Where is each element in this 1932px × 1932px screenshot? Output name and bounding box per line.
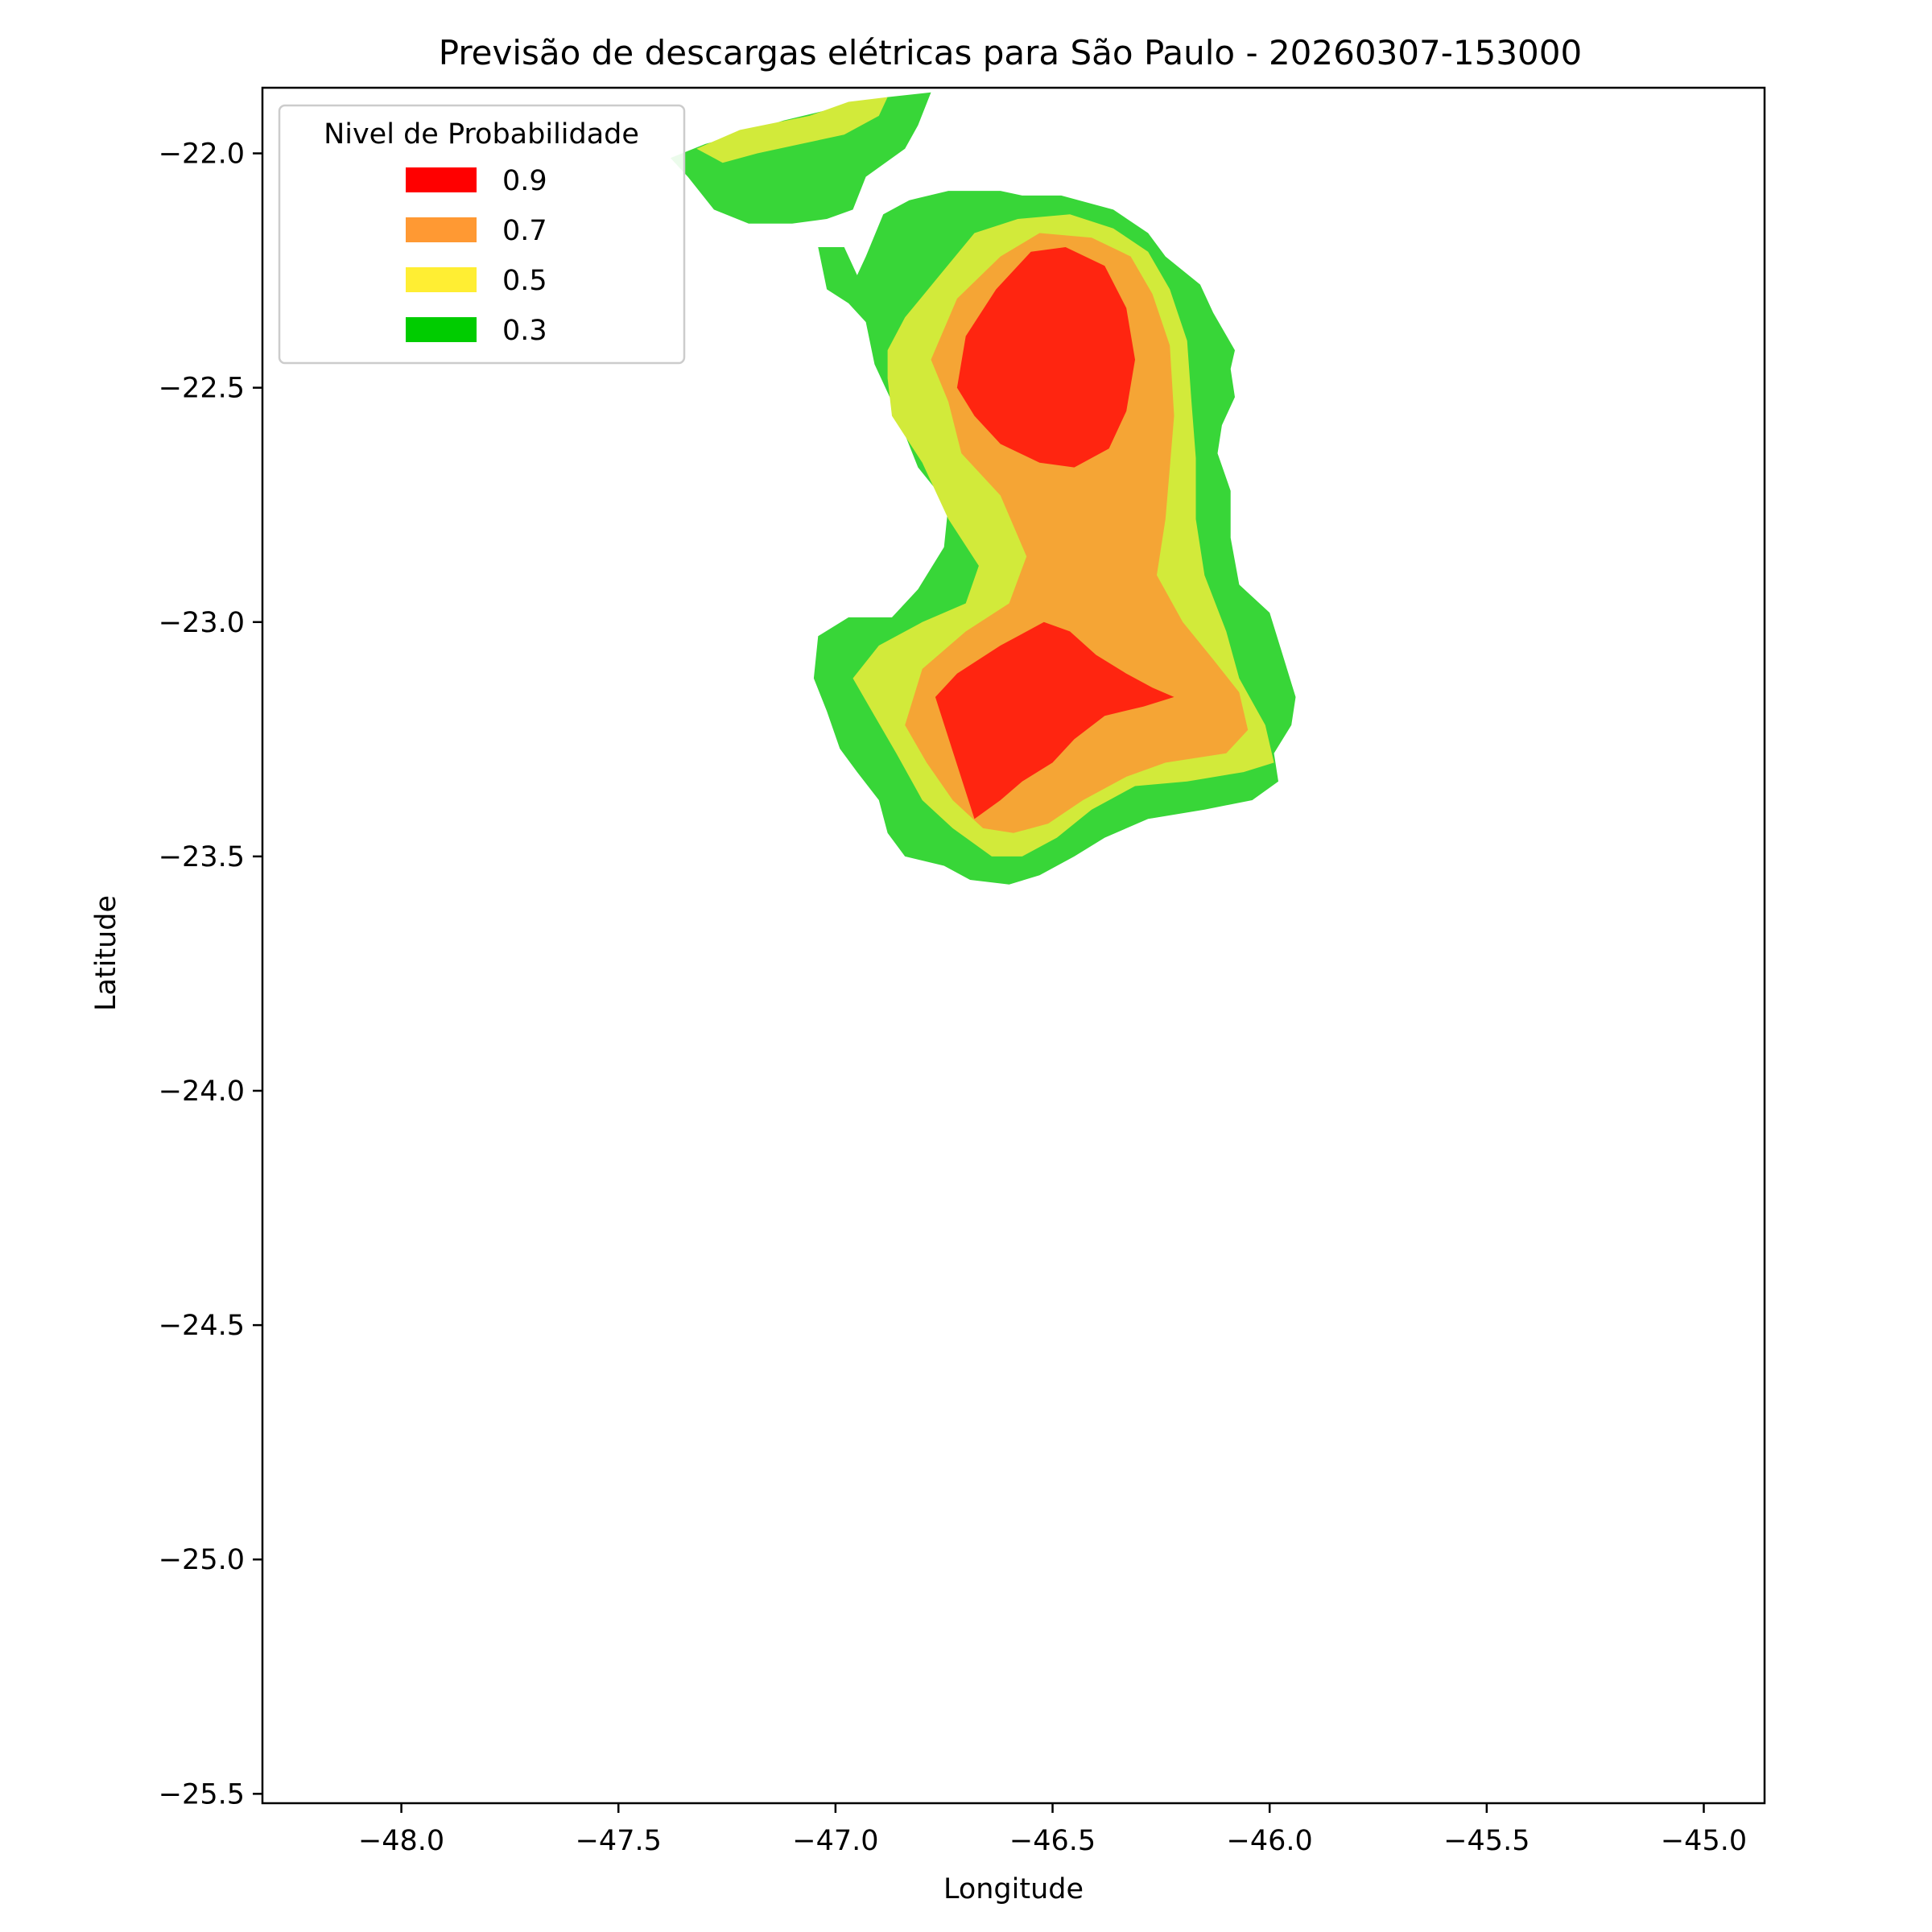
legend-label: 0.3: [502, 315, 547, 347]
y-tick-label: −24.0: [159, 1075, 245, 1108]
y-tick-label: −25.5: [159, 1778, 245, 1810]
y-tick-label: −25.0: [159, 1544, 245, 1576]
y-tick-label: −22.0: [159, 138, 245, 171]
chart-title: Previsão de descargas elétricas para São…: [439, 33, 1582, 72]
contour-region-0.3-1: [670, 92, 931, 224]
legend-swatch-0.7: [406, 217, 477, 242]
legend-title: Nivel de Probabilidade: [324, 118, 639, 151]
x-tick-label: −46.5: [1009, 1825, 1096, 1857]
y-tick-label: −22.5: [159, 373, 245, 405]
y-tick-label: −23.5: [159, 841, 245, 873]
y-tick-label: −24.5: [159, 1310, 245, 1342]
x-axis-label: Longitude: [943, 1873, 1084, 1905]
contour-region-0.9-5: [956, 247, 1135, 468]
contour-region-0.5-3: [696, 97, 888, 163]
contour-region-0.9-6: [935, 621, 1174, 819]
x-axis: −48.0 −47.5 −47.0 −46.5 −46.0 −45.5 −45.0: [358, 1803, 1747, 1857]
legend-label: 0.7: [502, 215, 547, 247]
legend: Nivel de Probabilidade 0.9 0.7 0.5 0.3: [278, 104, 686, 365]
x-tick-label: −47.5: [576, 1825, 662, 1857]
y-axis-label: Latitude: [90, 895, 122, 1011]
legend-swatch-0.9: [406, 167, 477, 192]
legend-entries: 0.9 0.7 0.5 0.3: [406, 165, 547, 347]
x-tick-label: −45.0: [1661, 1825, 1747, 1857]
x-tick-label: −46.0: [1227, 1825, 1313, 1857]
y-axis: −22.0 −22.5 −23.0 −23.5 −24.0 −24.5 −25.0 −25.5: [159, 138, 262, 1810]
x-tick-label: −48.0: [358, 1825, 444, 1857]
y-tick-label: −23.0: [159, 607, 245, 639]
x-tick-label: −45.5: [1443, 1825, 1530, 1857]
legend-swatch-0.3: [406, 317, 477, 342]
plot-frame: [261, 86, 1766, 1805]
contour-regions: [670, 92, 1296, 885]
legend-label: 0.5: [502, 265, 547, 297]
legend-swatch-0.5: [406, 267, 477, 292]
x-tick-label: −47.0: [792, 1825, 878, 1857]
legend-box: [278, 104, 686, 365]
legend-label: 0.9: [502, 165, 547, 197]
